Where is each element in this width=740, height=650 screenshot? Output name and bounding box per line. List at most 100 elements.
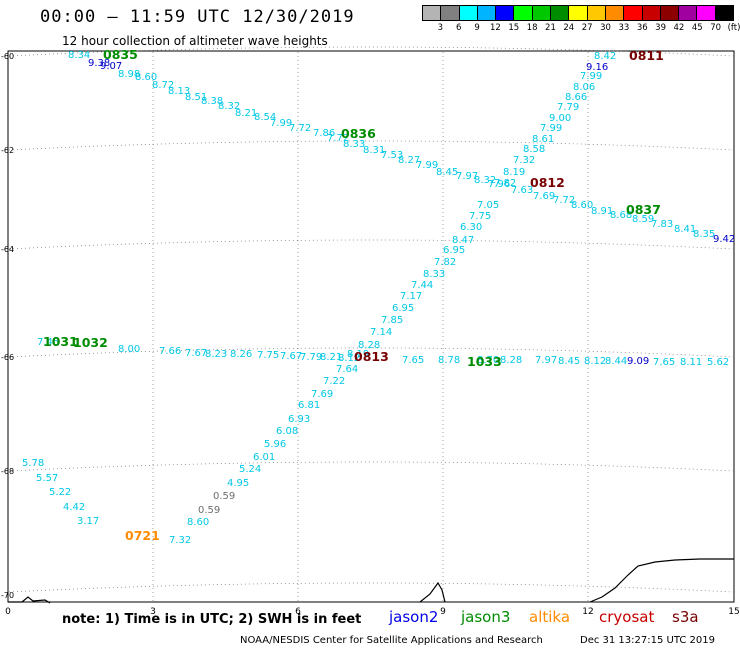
- wave-height-value: 9.07: [100, 61, 122, 72]
- wave-height-value: 7.79: [300, 352, 322, 363]
- wave-height-value: 8.58: [523, 144, 545, 155]
- wave-height-value: 7.75: [257, 350, 279, 361]
- wave-height-value: 8.32: [218, 101, 240, 112]
- y-tick-label: -70: [1, 591, 14, 600]
- wave-height-value: 7.99: [416, 160, 438, 171]
- legend-swatch: [642, 6, 661, 20]
- wave-height-value: 8.98: [118, 69, 140, 80]
- wave-height-value: 6.08: [276, 426, 298, 437]
- wave-height-value: 8.13: [168, 86, 190, 97]
- page-subtitle: 12 hour collection of altimeter wave hei…: [62, 34, 328, 48]
- legend-swatch: [441, 6, 460, 20]
- track-time-label: 0837: [626, 202, 661, 217]
- wave-height-value: 8.21: [235, 108, 257, 119]
- wave-value-labels: 8.349.389.078.988.608.728.138.518.388.32…: [22, 50, 735, 546]
- wave-height-value: 8.78: [438, 355, 460, 366]
- wave-height-value: 9.00: [549, 113, 571, 124]
- legend-tick-label: 24: [563, 23, 575, 33]
- legend-tick-label: 27: [581, 23, 593, 33]
- coastline: [8, 558, 734, 604]
- wave-height-value: 7.53: [381, 150, 403, 161]
- wave-height-value: 6.81: [298, 400, 320, 411]
- wave-height-value: 7.86: [313, 128, 335, 139]
- wave-height-value: 7.45: [37, 337, 59, 348]
- legend-tick-label: 70: [710, 23, 722, 33]
- wave-height-value: 7.83: [651, 219, 673, 230]
- legend-tick-label: 42: [673, 23, 685, 33]
- wave-height-value: 8.66: [565, 92, 587, 103]
- wave-height-value: 8.33: [423, 269, 445, 280]
- wave-height-value: 8.12: [338, 353, 360, 364]
- wave-height-value: 5.62: [707, 357, 729, 368]
- wave-height-value: 7.69: [533, 191, 555, 202]
- wave-height-value: 8.00: [118, 344, 140, 355]
- wave-height-value: 0.59: [198, 505, 220, 516]
- wave-height-value: 8.26: [230, 349, 252, 360]
- wave-height-value: 8.28: [500, 355, 522, 366]
- legend-swatch: [715, 6, 734, 20]
- legend-swatch: [532, 6, 552, 20]
- wave-height-value: 7.72: [553, 195, 575, 206]
- track-time-label: 0721: [125, 528, 160, 543]
- wave-height-value: 9.16: [586, 62, 608, 73]
- wave-height-value: 4.42: [63, 502, 85, 513]
- track-time-label: 0812: [530, 175, 565, 190]
- wave-height-value: 7.65: [402, 355, 424, 366]
- x-tick-label: 9: [440, 607, 446, 617]
- x-tick-label: 12: [582, 607, 593, 617]
- wave-height-value: 7.64: [336, 364, 358, 375]
- track-time-label: 1031: [43, 334, 78, 349]
- wave-height-value: 8.60: [135, 72, 157, 83]
- wave-height-value: 8.60: [571, 200, 593, 211]
- wave-height-value: 8.91: [591, 206, 613, 217]
- wave-height-value: 8.44: [605, 356, 627, 367]
- x-tick-label: 0: [5, 607, 11, 617]
- wave-height-value: 7.79: [557, 102, 579, 113]
- wave-height-value: 5.78: [22, 458, 44, 469]
- wave-height-value: 6.95: [392, 303, 414, 314]
- wave-height-value: 8.38: [201, 96, 223, 107]
- wave-height-value: 8.21: [320, 352, 342, 363]
- legend-swatch: [660, 6, 680, 20]
- track-time-label: 0835: [103, 47, 138, 62]
- satellite-legend-jason3: jason3: [461, 608, 511, 626]
- wave-height-value: 5.57: [36, 473, 58, 484]
- wave-height-value: 8.51: [185, 92, 207, 103]
- legend-tick-label: 21: [545, 23, 556, 33]
- wave-height-value: 3.17: [77, 516, 99, 527]
- legend-tick-label: 12: [489, 23, 501, 33]
- wave-height-value: 8.47: [452, 235, 474, 246]
- legend-tick-labels: 3 6 9 12 15 18 21 24 27 30 33 36 39 42 45 70 (ft): [422, 21, 740, 33]
- legend-tick-label: 9: [474, 23, 480, 33]
- satellite-legend-s3a: s3a: [672, 608, 699, 626]
- wave-height-value: 5.24: [239, 464, 261, 475]
- legend-tick-label: 33: [618, 23, 630, 33]
- wave-height-value: 8.12: [584, 356, 606, 367]
- wave-height-value: 5.96: [264, 439, 286, 450]
- wave-height-value: 9.42: [713, 234, 735, 245]
- wave-height-value: 6.30: [460, 222, 482, 233]
- wave-height-value: 7.82: [494, 178, 516, 189]
- wave-height-value: 7.65: [653, 357, 675, 368]
- wave-height-value: 8.19: [347, 349, 369, 360]
- legend-swatch: [679, 6, 698, 20]
- wave-height-value: 6.93: [288, 414, 310, 425]
- track-time-label: 0813: [354, 349, 389, 364]
- parallel-line: [8, 239, 734, 250]
- wave-height-value: 6.95: [443, 245, 465, 256]
- wave-height-value: 8.06: [573, 82, 595, 93]
- color-scale-legend: 3 6 9 12 15 18 21 24 27 30 33 36 39 42 45 70 (ft): [422, 5, 740, 35]
- wave-height-value: 7.32: [169, 535, 191, 546]
- wave-height-value: 7.67: [280, 351, 302, 362]
- wave-height-value: 7.17: [400, 291, 422, 302]
- legend-swatch: [514, 6, 533, 20]
- y-tick-label: -68: [1, 467, 14, 476]
- legend-swatch: [569, 6, 588, 20]
- wave-height-value: 8.33: [343, 139, 365, 150]
- wave-height-value: 7.99: [580, 71, 602, 82]
- legend-unit: (ft): [727, 23, 740, 33]
- x-axis-ticks: 0 3 6 9 12 15: [5, 607, 740, 617]
- plot-frame: [7, 50, 735, 603]
